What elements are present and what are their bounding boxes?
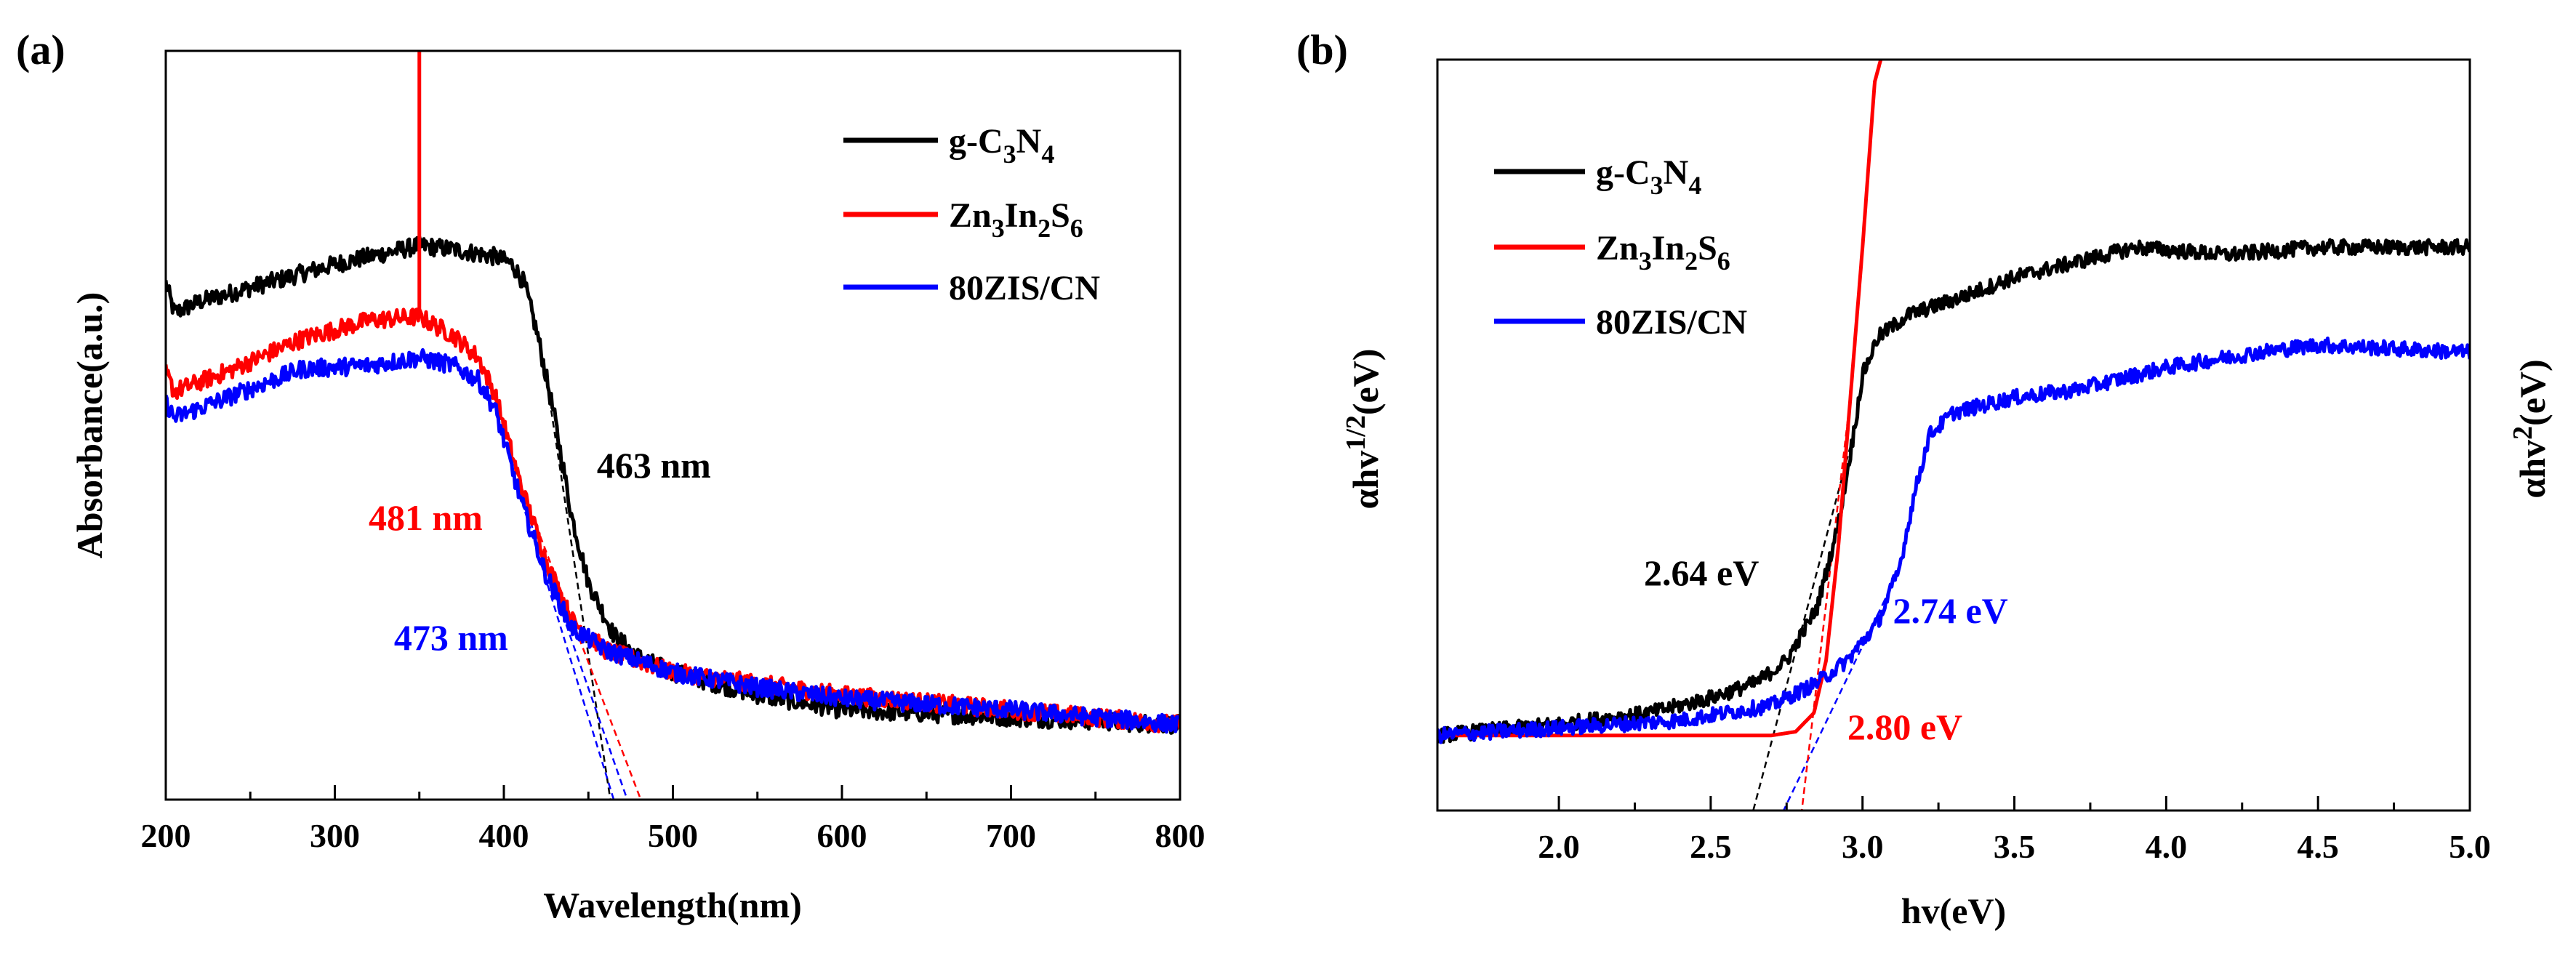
annotations-a: 463 nm 481 nm 473 nm <box>369 445 711 658</box>
x-axis-label-a: Wavelength(nm) <box>543 885 802 925</box>
panel-a-label: (a) <box>16 26 65 73</box>
panel-b: (b) 2.0 2.5 3.0 3.5 4.0 4.5 5.0 hv(eV) αhv1/2(… <box>1296 26 2553 931</box>
tangent-line-a-0 <box>550 410 611 800</box>
x-tick-label-b-4-5: 4.5 <box>2297 828 2339 865</box>
y-axis-label-left-b: αhv1/2(eV) <box>1341 349 1386 510</box>
annotation-label-b-2: 2.80 eV <box>1847 707 1962 747</box>
x-tick-label-a-500: 500 <box>648 817 698 854</box>
legend-entry-zn3in2s6-a: Zn3In2S6 <box>949 196 1083 243</box>
x-tick-label-a-200: 200 <box>141 817 191 854</box>
annotations-b: 2.64 eV 2.74 eV 2.80 eV <box>1644 552 2008 747</box>
series-group-b <box>1437 60 2470 744</box>
tangent-line-b-2 <box>1800 397 1852 811</box>
y-axis-label-right-b: αhv2(eV) <box>2508 359 2553 498</box>
x-axis-ticks-b: 2.0 2.5 3.0 3.5 4.0 4.5 5.0 <box>1538 796 2491 865</box>
legend-a: g-C3N4 Zn3In2S6 80ZIS/CN <box>843 122 1100 307</box>
series-line-g-c3n4-b <box>1437 238 2470 744</box>
annotation-label-a-0: 463 nm <box>597 445 711 486</box>
annotation-label-b-0: 2.64 eV <box>1644 552 1759 593</box>
x-tick-label-b-2: 2.0 <box>1538 828 1580 865</box>
x-tick-label-b-4: 4.0 <box>2146 828 2188 865</box>
x-tick-label-a-700: 700 <box>986 817 1036 854</box>
x-axis-ticks-a: 200 300 400 500 600 700 800 <box>141 785 1205 854</box>
annotation-label-a-1: 481 nm <box>369 497 483 538</box>
tangent-lines-b <box>1752 397 1900 811</box>
legend-entry-g-c3n4-b: g-C3N4 <box>1596 153 1701 200</box>
annotation-label-b-1: 2.74 eV <box>1893 590 2007 631</box>
x-tick-label-b-2-5: 2.5 <box>1690 828 1732 865</box>
series-line-80zis-cn-a <box>166 347 1180 734</box>
x-tick-label-b-3-5: 3.5 <box>1994 828 2036 865</box>
legend-entry-80zis-cn-a: 80ZIS/CN <box>949 269 1100 307</box>
tangent-line-b-0 <box>1752 435 1855 811</box>
series-line-80zis-cn-b <box>1437 337 2470 744</box>
legend-entry-80zis-cn-b: 80ZIS/CN <box>1596 303 1747 342</box>
plot-frame-a <box>164 49 1181 801</box>
series-line-zn3in2s6-b <box>1437 60 1883 738</box>
legend-entry-g-c3n4-a: g-C3N4 <box>949 122 1054 169</box>
x-tick-label-a-600: 600 <box>817 817 867 854</box>
x-tick-label-a-800: 800 <box>1155 817 1205 854</box>
x-tick-label-a-300: 300 <box>310 817 360 854</box>
series-group-a <box>166 51 1180 735</box>
x-tick-label-b-5: 5.0 <box>2449 828 2491 865</box>
legend-b: g-C3N4 Zn3In2S6 80ZIS/CN <box>1494 153 1747 342</box>
plot-frame-b <box>1436 58 2471 812</box>
x-axis-label-b: hv(eV) <box>1901 890 2006 931</box>
panel-a: (a) 200 300 400 500 600 700 800 Wavelength(nm)… <box>16 26 1205 925</box>
annotation-label-a-2: 473 nm <box>394 617 508 658</box>
legend-entry-zn3in2s6-b: Zn3In2S6 <box>1596 229 1730 276</box>
panel-b-label: (b) <box>1296 26 1348 73</box>
tangent-line-b-1 <box>1782 569 1900 811</box>
y-axis-label-a: Absorbance(a.u.) <box>69 292 110 559</box>
x-tick-label-a-400: 400 <box>479 817 529 854</box>
x-tick-label-b-3: 3.0 <box>1842 828 1884 865</box>
